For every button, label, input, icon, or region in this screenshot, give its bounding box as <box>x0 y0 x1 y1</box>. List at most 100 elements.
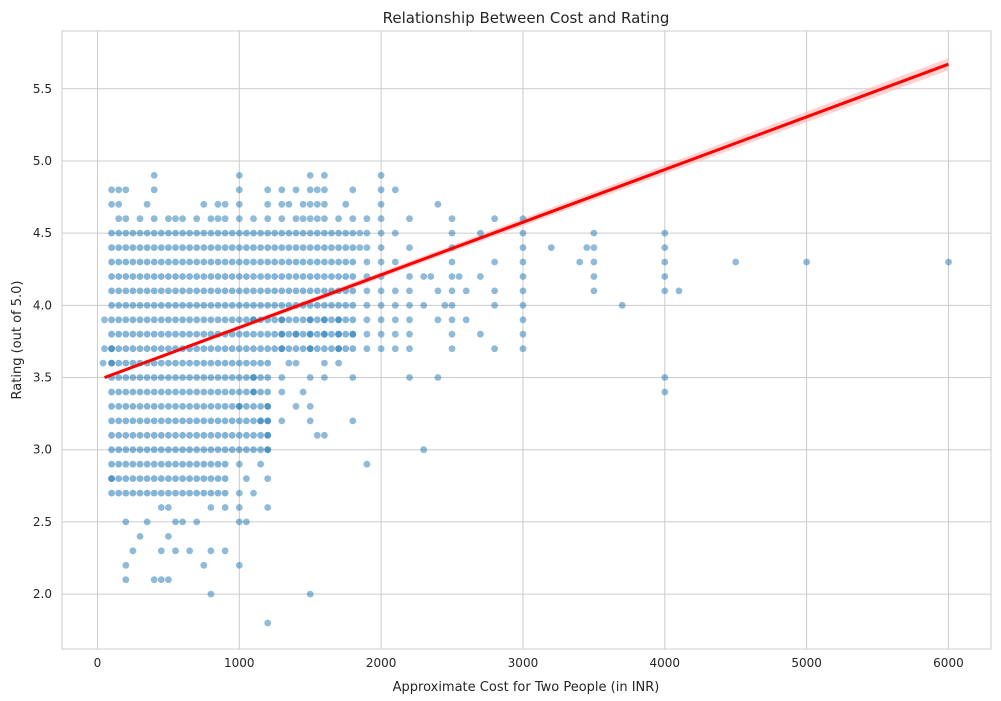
data-point <box>172 403 179 410</box>
data-point <box>377 215 385 223</box>
data-point <box>136 533 144 540</box>
data-point <box>136 417 144 425</box>
data-point <box>285 287 293 295</box>
data-point <box>221 446 229 454</box>
data-point <box>207 460 215 468</box>
data-point <box>179 316 187 324</box>
data-point <box>299 273 307 280</box>
data-point <box>285 359 293 367</box>
data-point <box>122 475 130 482</box>
data-point <box>150 215 158 223</box>
data-point <box>193 460 201 468</box>
data-point <box>313 431 321 439</box>
x-tick-labels: 0 1000 2000 3000 4000 5000 6000 <box>94 656 964 670</box>
data-point <box>406 301 413 309</box>
data-point <box>250 359 257 367</box>
data-point <box>186 287 194 295</box>
data-point <box>221 359 229 367</box>
data-point <box>129 301 137 309</box>
data-point <box>221 229 229 237</box>
data-point <box>200 359 208 367</box>
data-point <box>406 215 413 223</box>
data-point <box>243 229 250 237</box>
data-point <box>264 244 272 252</box>
data-point <box>278 215 286 223</box>
data-point <box>221 547 229 555</box>
data-point <box>200 258 208 266</box>
data-point <box>157 475 165 482</box>
data-point <box>143 273 151 280</box>
data-point <box>313 200 321 208</box>
data-point <box>143 489 151 497</box>
data-point <box>221 489 229 497</box>
data-point <box>292 186 300 194</box>
data-point <box>179 287 187 295</box>
data-point <box>207 489 215 497</box>
data-point <box>243 316 250 324</box>
data-point <box>186 273 194 280</box>
data-point <box>165 403 172 410</box>
data-point <box>193 287 201 295</box>
data-point <box>179 460 187 468</box>
data-point <box>228 301 236 309</box>
data-point <box>129 316 137 324</box>
data-point <box>278 186 286 194</box>
data-point <box>278 301 286 309</box>
data-point <box>228 244 236 252</box>
data-point <box>200 431 208 439</box>
data-point <box>108 200 115 208</box>
data-point <box>129 489 137 497</box>
data-point <box>243 403 250 410</box>
data-point <box>243 258 250 266</box>
data-point <box>306 258 314 266</box>
data-point <box>235 215 243 223</box>
data-point <box>214 273 222 280</box>
data-point <box>321 273 328 280</box>
data-point <box>172 460 179 468</box>
data-point <box>108 388 115 396</box>
data-point <box>214 229 222 237</box>
data-point <box>200 446 208 454</box>
data-point <box>271 229 279 237</box>
data-point <box>172 258 179 266</box>
data-point <box>207 431 215 439</box>
data-point <box>292 287 300 295</box>
data-point <box>306 200 314 208</box>
gridlines <box>62 31 991 649</box>
data-point <box>179 244 187 252</box>
data-point <box>477 330 484 338</box>
data-point <box>271 301 279 309</box>
data-point <box>377 287 385 295</box>
data-point <box>235 431 243 439</box>
data-point <box>165 475 172 482</box>
data-point <box>228 273 236 280</box>
data-point <box>179 330 187 338</box>
regression-line <box>104 62 949 379</box>
data-point <box>136 215 144 223</box>
data-point <box>186 460 194 468</box>
data-point <box>590 244 598 252</box>
data-point <box>583 244 591 252</box>
data-point <box>243 431 250 439</box>
data-point <box>271 316 279 324</box>
y-tick-labels: 2.0 2.5 3.0 3.5 4.0 4.5 5.0 5.5 <box>33 82 52 601</box>
data-point <box>221 215 229 223</box>
data-point <box>243 287 250 295</box>
x-tick-label: 0 <box>94 656 102 670</box>
data-point <box>299 316 307 324</box>
data-point <box>335 301 342 309</box>
data-point <box>136 475 144 482</box>
data-point <box>321 374 328 381</box>
data-point <box>122 258 130 266</box>
data-point <box>143 258 151 266</box>
data-point <box>214 215 222 223</box>
data-point <box>661 258 669 266</box>
data-point <box>186 475 194 482</box>
data-point <box>264 287 272 295</box>
data-point <box>228 258 236 266</box>
data-point <box>391 345 399 353</box>
data-point <box>321 229 328 237</box>
data-point <box>299 200 307 208</box>
data-point <box>335 345 342 353</box>
data-point <box>221 504 229 511</box>
